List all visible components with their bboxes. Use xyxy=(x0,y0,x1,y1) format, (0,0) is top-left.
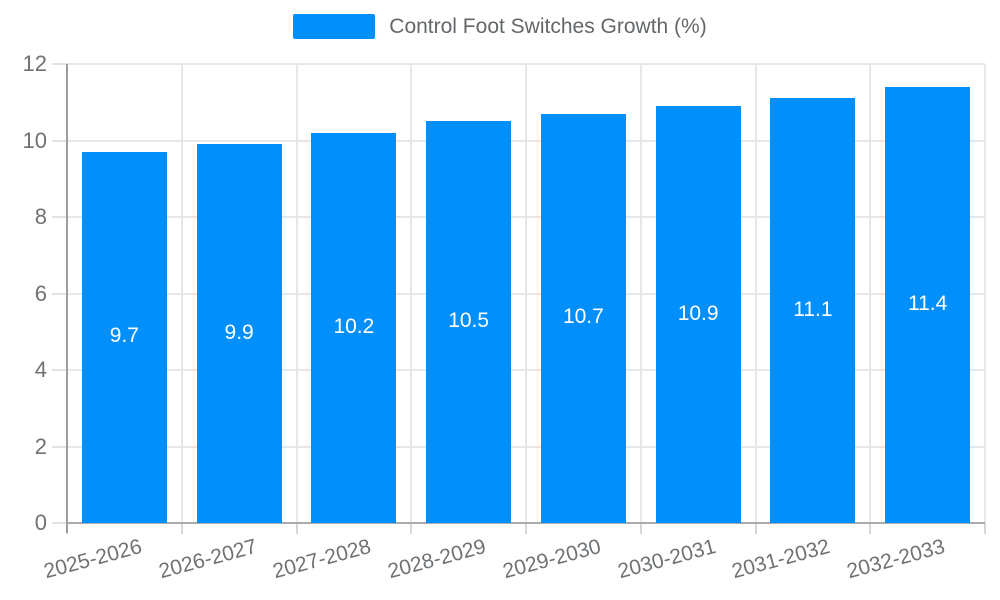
y-tick-label: 12 xyxy=(22,51,47,76)
x-tick-label: 2030-2031 xyxy=(615,535,719,584)
x-tick-label: 2031-2032 xyxy=(729,535,833,584)
bar[interactable]: 10.2 xyxy=(311,132,397,523)
bar-value-label: 9.9 xyxy=(224,320,254,344)
y-tick-label: 10 xyxy=(22,127,47,153)
x-axis-line xyxy=(67,522,985,524)
gridline-vertical xyxy=(869,64,872,523)
x-tick-label: 2029-2030 xyxy=(500,535,604,584)
x-tick-label: 2026-2027 xyxy=(156,535,260,584)
y-axis-tick xyxy=(52,445,67,448)
y-tick-label: 0 xyxy=(34,510,47,535)
bar-value-label: 10.9 xyxy=(677,301,719,325)
y-tick-label: 6 xyxy=(34,280,47,306)
y-axis-tick xyxy=(52,63,67,65)
x-axis-tick xyxy=(754,523,757,534)
x-axis-tick xyxy=(410,523,413,534)
legend-item[interactable]: Control Foot Switches Growth (%) xyxy=(0,14,1000,39)
bar-value-label: 10.2 xyxy=(333,314,375,338)
y-tick-label: 4 xyxy=(34,357,47,382)
bar[interactable]: 11.1 xyxy=(770,98,856,523)
y-axis-tick xyxy=(52,369,67,371)
gridline-vertical xyxy=(295,64,298,523)
bar-value-label: 11.4 xyxy=(907,291,948,315)
bar[interactable]: 10.5 xyxy=(426,121,512,523)
legend-label: Control Foot Switches Growth (%) xyxy=(389,14,707,38)
legend-swatch xyxy=(293,14,376,39)
bar-value-label: 9.7 xyxy=(109,324,139,348)
bar[interactable]: 10.7 xyxy=(540,113,626,523)
gridline-vertical xyxy=(984,64,986,523)
bar[interactable]: 9.9 xyxy=(196,144,282,523)
gridline-vertical xyxy=(525,64,527,523)
y-tick-label: 2 xyxy=(34,433,47,459)
x-axis-tick xyxy=(295,523,298,534)
bar-value-label: 10.5 xyxy=(448,309,490,333)
bar-value-label: 11.1 xyxy=(793,297,833,321)
y-axis-line xyxy=(66,64,68,533)
y-axis-tick xyxy=(52,522,67,524)
y-axis-tick xyxy=(52,139,67,142)
y-tick-label: 8 xyxy=(34,204,47,229)
bar[interactable]: 10.9 xyxy=(655,106,741,523)
gridline-vertical xyxy=(754,64,757,523)
gridline-vertical xyxy=(180,64,183,523)
x-axis-tick xyxy=(869,523,872,534)
x-tick-label: 2027-2028 xyxy=(270,535,374,584)
gridline-vertical xyxy=(639,64,642,523)
bar[interactable]: 9.7 xyxy=(81,151,167,523)
x-axis-tick xyxy=(984,523,986,534)
y-axis-tick xyxy=(52,216,67,218)
y-axis-tick xyxy=(52,292,67,295)
bar[interactable]: 11.4 xyxy=(885,86,971,523)
bar-value-label: 10.7 xyxy=(562,305,604,329)
x-tick-label: 2025-2026 xyxy=(41,535,145,584)
gridline-vertical xyxy=(410,64,413,523)
x-tick-label: 2032-2033 xyxy=(844,535,948,584)
x-tick-label: 2028-2029 xyxy=(385,535,489,584)
x-axis-tick xyxy=(639,523,642,534)
x-axis-tick xyxy=(180,523,183,534)
x-axis-tick xyxy=(525,523,527,534)
